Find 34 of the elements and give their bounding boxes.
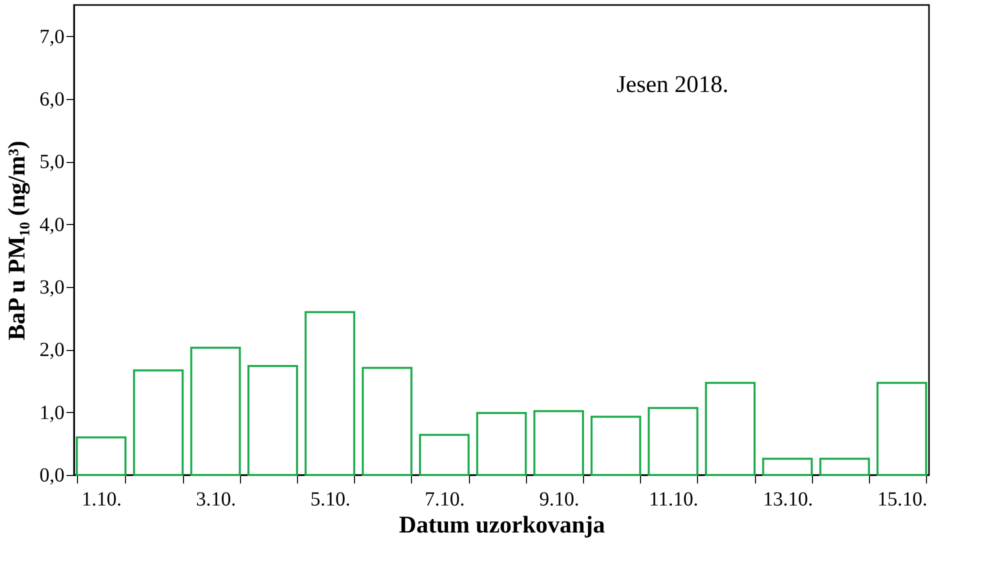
annotation: Jesen 2018. bbox=[616, 72, 728, 98]
y-tick-label: 3,0 bbox=[40, 276, 64, 298]
x-tick-label: 7.10. bbox=[424, 488, 465, 510]
y-tick-label: 5,0 bbox=[40, 151, 64, 174]
x-tick-label: 3.10. bbox=[196, 488, 236, 510]
y-tick-label: 4,0 bbox=[40, 214, 64, 236]
bar bbox=[419, 434, 470, 476]
bar bbox=[704, 382, 756, 476]
y-tick-label: 1,0 bbox=[40, 402, 64, 424]
x-tick-label: 13.10. bbox=[762, 488, 813, 510]
x-tick-label: 9.10. bbox=[539, 488, 580, 510]
bar bbox=[304, 311, 356, 476]
y-tick-label: 6,0 bbox=[40, 88, 64, 110]
bar bbox=[590, 416, 642, 476]
bar bbox=[190, 346, 241, 476]
bar bbox=[762, 458, 813, 476]
bar bbox=[819, 458, 870, 476]
y-tick-label: 7,0 bbox=[40, 26, 64, 48]
y-axis-title: BaP u PM₁₀ (ng/m³) bbox=[4, 140, 30, 340]
bar bbox=[876, 382, 928, 476]
x-tick-label: 5.10. bbox=[310, 488, 350, 510]
x-tick-label: 11.10. bbox=[648, 488, 698, 510]
x-axis-title: Datum uzorkovanja bbox=[398, 512, 606, 538]
bar bbox=[362, 366, 412, 476]
y-tick-label: 2,0 bbox=[40, 339, 64, 362]
bar bbox=[533, 410, 584, 476]
bar bbox=[247, 364, 298, 476]
bar bbox=[476, 412, 527, 476]
bar bbox=[648, 406, 698, 476]
bar bbox=[76, 436, 126, 476]
y-tick-label: 0,0 bbox=[40, 464, 64, 486]
x-tick-label: 15.10. bbox=[877, 488, 928, 510]
x-tick-label: 1.10. bbox=[82, 488, 122, 510]
bar bbox=[133, 369, 184, 476]
